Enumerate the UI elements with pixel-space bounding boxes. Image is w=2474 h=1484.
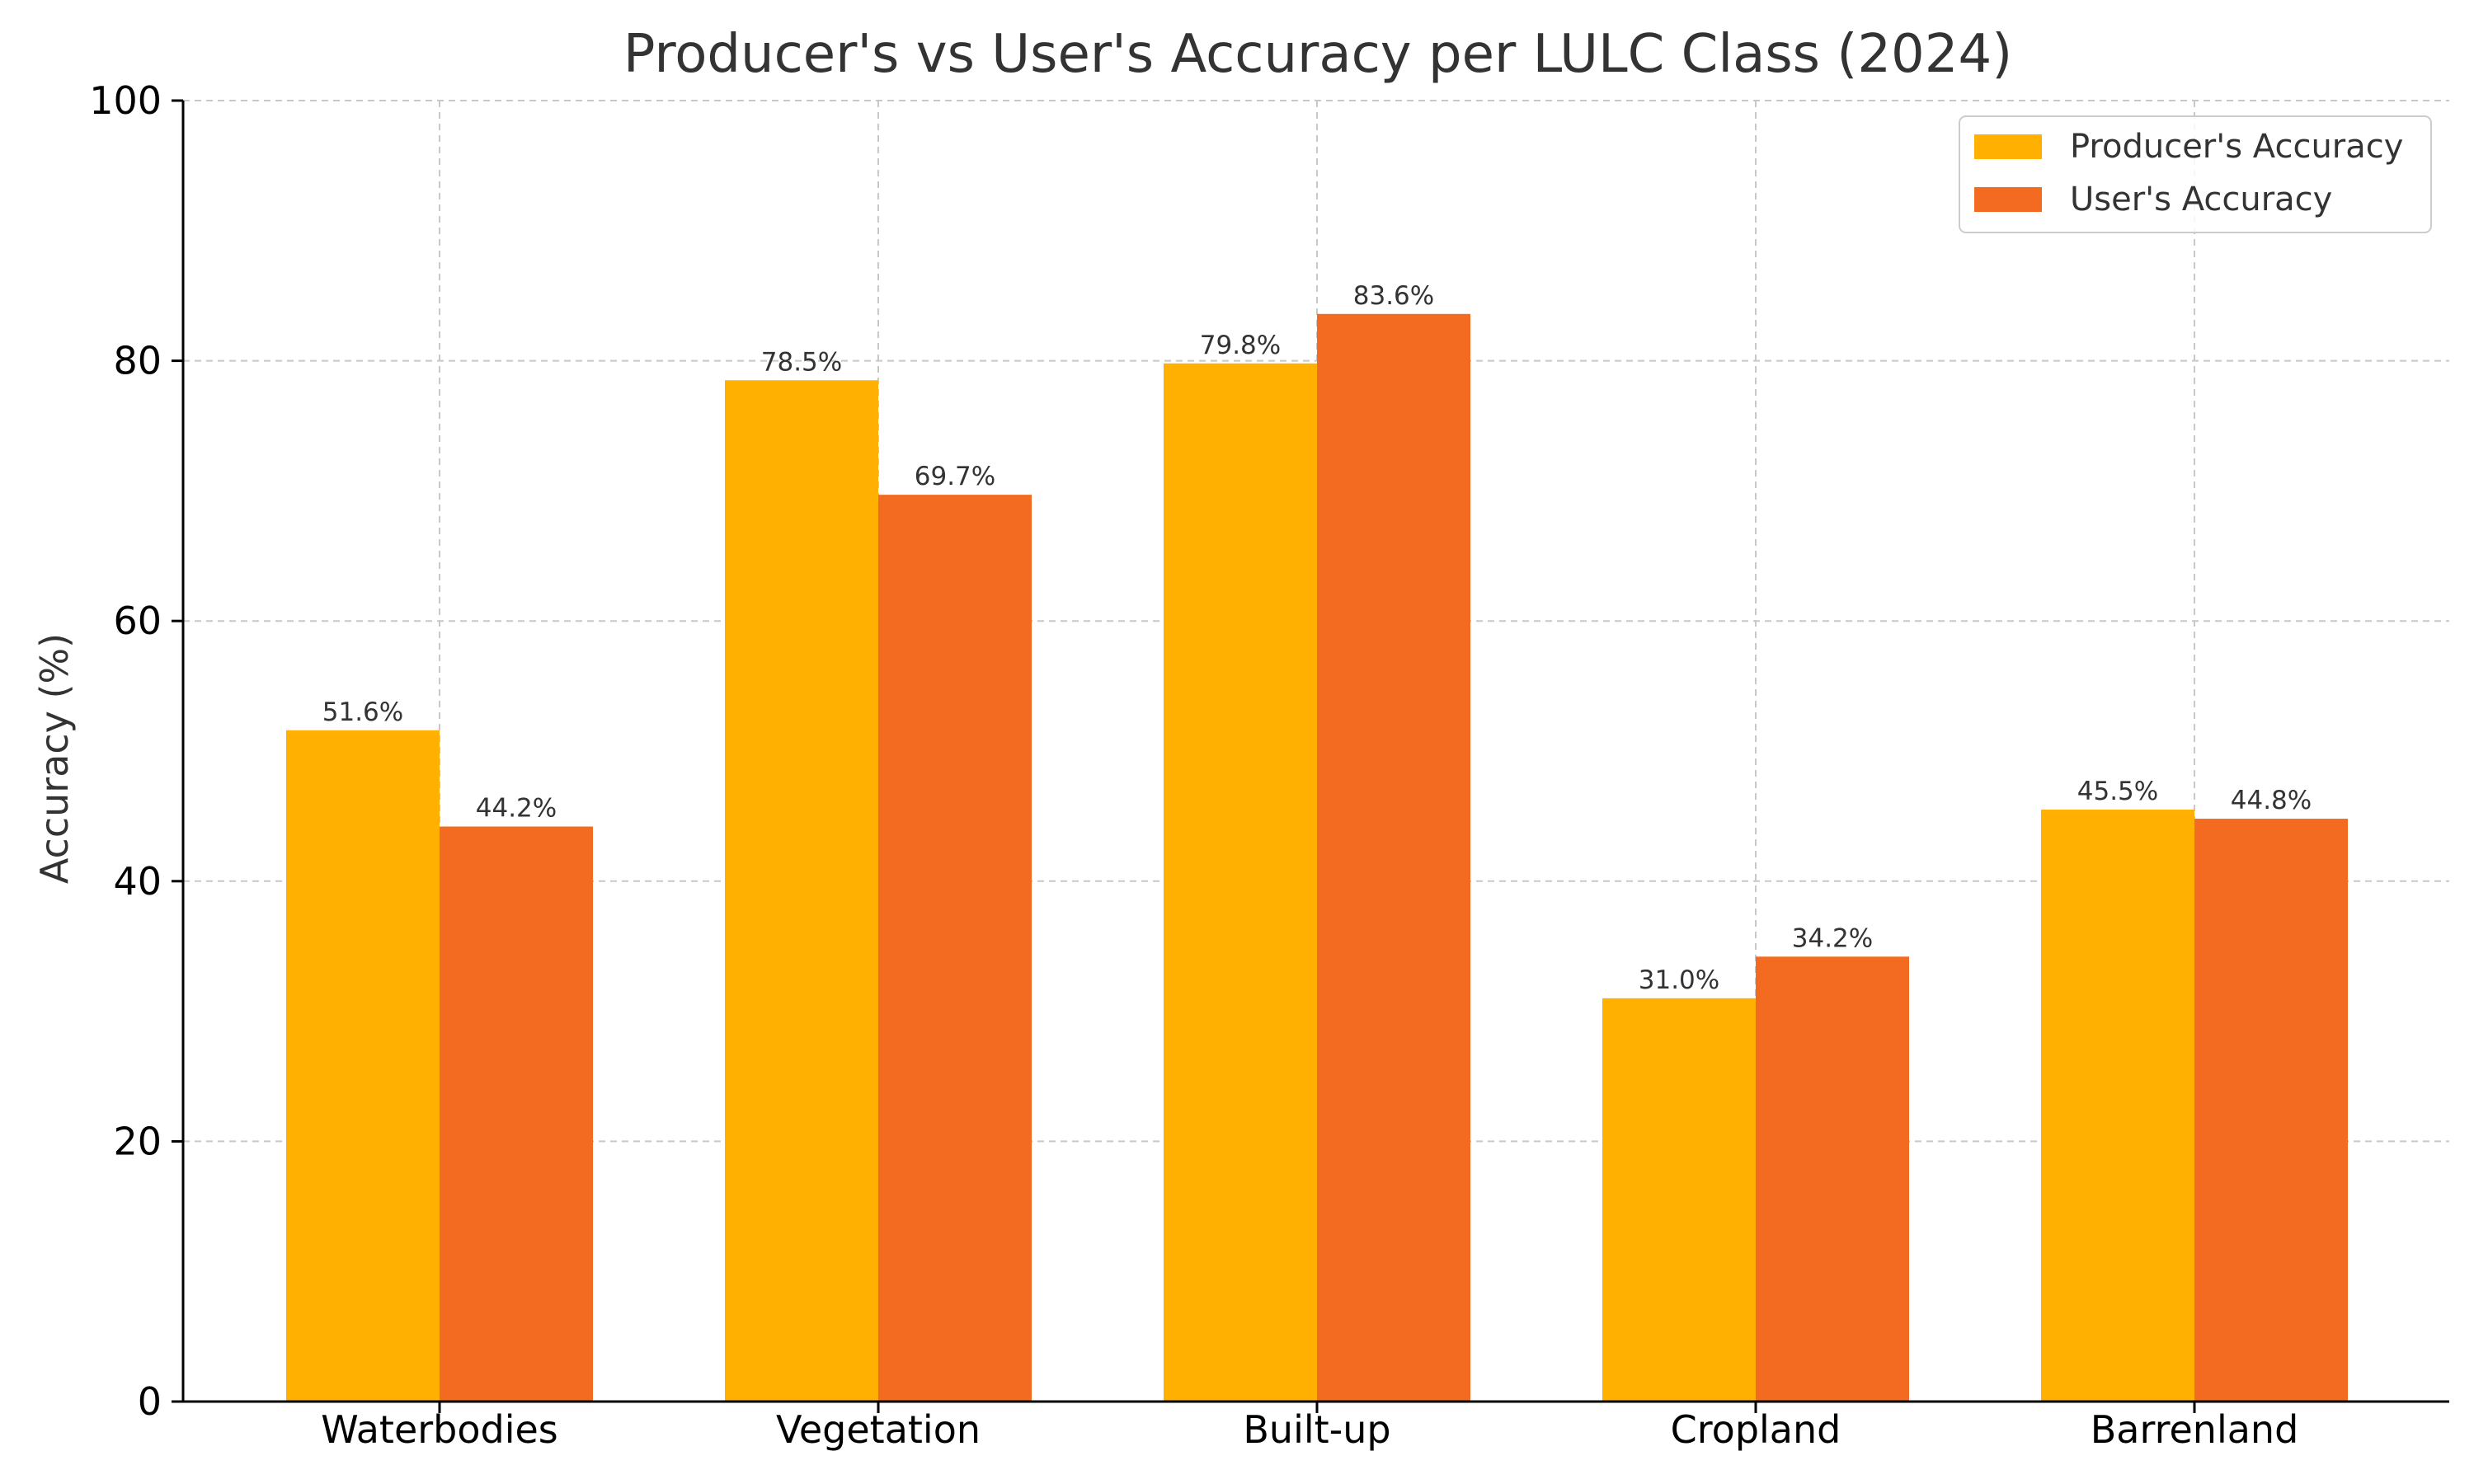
y-tick-label: 0: [138, 1379, 162, 1424]
bar-users-built-up: [1317, 313, 1470, 1402]
data-labels: 51.6% 78.5% 79.8% 31.0% 45.5% 44.2% 69.7% 83.6%…: [322, 281, 2312, 995]
legend-label: Producer's Accuracy: [2070, 128, 2403, 166]
x-tick-label: Vegetation: [776, 1407, 981, 1452]
bar-producers-vegetation: [725, 380, 878, 1402]
x-tick-label: Waterbodies: [321, 1407, 558, 1452]
legend-swatch: [1974, 134, 2042, 159]
bar-value-label: 51.6%: [322, 697, 403, 727]
y-tick-label: 80: [113, 339, 162, 383]
bar-value-label: 34.2%: [1792, 923, 1873, 953]
y-tick-label: 100: [89, 78, 162, 123]
y-tick-label: 20: [113, 1119, 162, 1163]
bar-value-label: 44.2%: [476, 794, 557, 824]
bar-producers-waterbodies: [286, 730, 440, 1402]
y-tick-label: 40: [113, 859, 162, 904]
x-tick-label: Built-up: [1243, 1407, 1390, 1452]
legend-box: [1959, 115, 2432, 233]
legend: Producer's Accuracy User's Accuracy: [1959, 115, 2432, 233]
axes: [172, 99, 2449, 1413]
legend-swatch: [1974, 187, 2042, 212]
bar-producers-built-up: [1164, 363, 1317, 1402]
bar-users-vegetation: [878, 495, 1032, 1402]
bars: [286, 313, 2348, 1402]
bar-value-label: 44.8%: [2231, 786, 2312, 815]
bar-value-label: 45.5%: [2077, 777, 2158, 806]
x-tick-label: Cropland: [1671, 1407, 1841, 1452]
bar-users-barrenland: [2194, 819, 2348, 1402]
bar-users-cropland: [1756, 956, 1909, 1402]
x-tick-label: Barrenland: [2091, 1407, 2299, 1452]
bar-producers-barrenland: [2041, 810, 2194, 1402]
bar-value-label: 79.8%: [1200, 331, 1281, 360]
y-tick-label: 60: [113, 599, 162, 643]
bar-value-label: 83.6%: [1353, 281, 1434, 311]
legend-label: User's Accuracy: [2070, 181, 2332, 218]
y-axis-label: Accuracy (%): [32, 633, 77, 884]
bar-value-label: 31.0%: [1639, 965, 1719, 995]
tick-labels: 0 20 40 60 80 100 Waterbodies Vegetation Built-u…: [89, 78, 2298, 1452]
bar-producers-cropland: [1602, 998, 1756, 1402]
bar-value-label: 69.7%: [915, 462, 995, 491]
bar-users-waterbodies: [440, 826, 593, 1402]
bar-value-label: 78.5%: [761, 347, 842, 377]
chart-title: Producer's vs User's Accuracy per LULC C…: [623, 24, 2012, 85]
